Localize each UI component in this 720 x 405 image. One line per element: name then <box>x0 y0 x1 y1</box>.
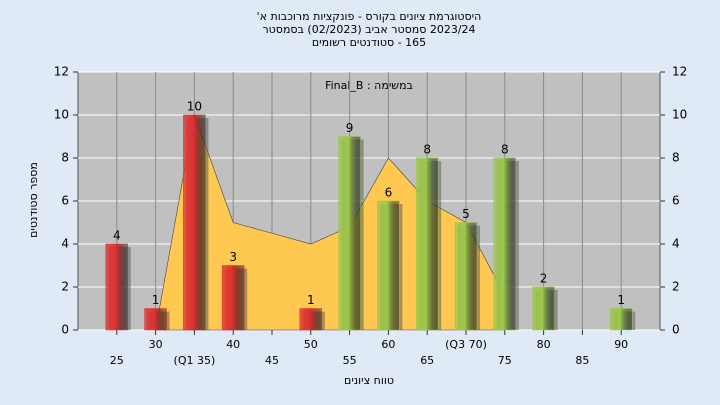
value-label: 8 <box>501 143 509 157</box>
x-tick-label: 60 <box>381 338 395 351</box>
value-label: 4 <box>113 229 121 243</box>
title-line: 165 - סטודנטים רשומים <box>312 36 426 49</box>
y-axis-label: מספר סטודנטים <box>27 162 40 238</box>
y-tick-label: 8 <box>61 151 69 165</box>
value-label: 2 <box>540 272 548 286</box>
x-tick-label: 50 <box>304 338 318 351</box>
title-line: היסטוגרמת ציונים בקורס - פונקציות מרוכבו… <box>257 10 482 23</box>
y-tick-label: 6 <box>61 194 69 208</box>
y-tick-label: 2 <box>61 280 69 294</box>
x-tick-label: 65 <box>420 354 434 367</box>
x-tick-label: (Q3 70) <box>445 338 487 351</box>
y2-tick-label: 12 <box>672 65 687 79</box>
value-label: 1 <box>152 293 160 307</box>
x-tick-label: 75 <box>498 354 512 367</box>
value-label: 9 <box>346 121 354 135</box>
value-label: 8 <box>423 143 431 157</box>
value-label: 1 <box>307 293 315 307</box>
title-line: 2023/24 סמסטר אביב (02/2023) בסמסטר <box>262 23 475 36</box>
bar <box>221 265 245 331</box>
x-tick-label: 55 <box>343 354 357 367</box>
x-axis-label: טווח ציונים <box>344 374 394 387</box>
bar <box>338 136 361 331</box>
y2-tick-label: 10 <box>672 108 687 122</box>
x-tick-label: 90 <box>614 338 628 351</box>
y-tick-label: 0 <box>61 323 69 337</box>
x-tick-label: 80 <box>537 338 551 351</box>
bar <box>105 243 129 331</box>
bar <box>609 308 633 331</box>
x-tick-label: 85 <box>575 354 589 367</box>
x-tick-label: 45 <box>265 354 279 367</box>
bar <box>415 157 439 331</box>
y2-tick-label: 4 <box>672 237 680 251</box>
y-tick-label: 10 <box>54 108 69 122</box>
bar <box>144 308 167 331</box>
value-label: 3 <box>229 250 237 264</box>
value-label: 1 <box>617 293 625 307</box>
value-label: 6 <box>385 186 393 200</box>
bar <box>532 286 555 331</box>
bar <box>299 308 323 331</box>
y2-tick-label: 0 <box>672 323 680 337</box>
value-label: 5 <box>462 207 470 221</box>
bar <box>183 114 206 331</box>
x-tick-label: 30 <box>149 338 163 351</box>
y-tick-label: 4 <box>61 237 69 251</box>
x-tick-label: 40 <box>226 338 240 351</box>
x-tick-label: (Q1 35) <box>174 354 216 367</box>
y2-tick-label: 6 <box>672 194 680 208</box>
y2-tick-label: 2 <box>672 280 680 294</box>
x-tick-label: 25 <box>110 354 124 367</box>
annotation: במשימה : Final_B <box>325 79 413 92</box>
bar <box>493 157 517 331</box>
bar <box>377 200 400 331</box>
value-label: 10 <box>187 100 202 114</box>
y2-tick-label: 8 <box>672 151 680 165</box>
bar <box>454 222 478 331</box>
y-tick-label: 12 <box>54 65 69 79</box>
